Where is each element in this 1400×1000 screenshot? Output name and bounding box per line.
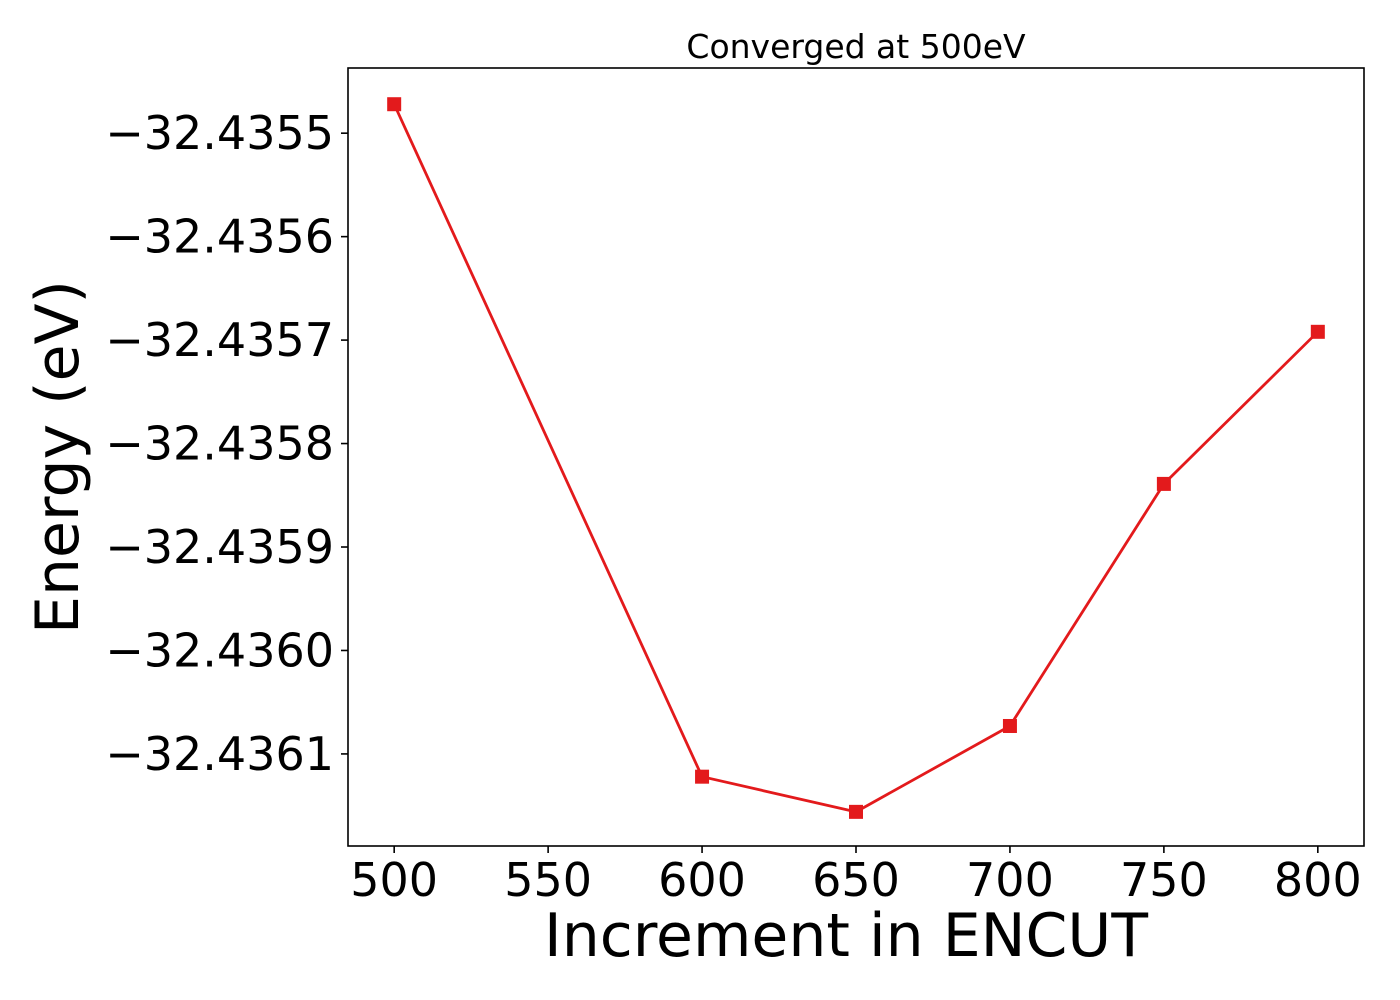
y-tick-label: −32.4360 — [105, 623, 334, 677]
y-axis-ticks: −32.4355 −32.4356 −32.4357 −32.4358 −32.4359… — [105, 106, 348, 781]
series-line — [392, 103, 1319, 814]
y-tick-label: −32.4361 — [105, 727, 334, 781]
data-point-marker — [1156, 476, 1171, 491]
x-tick-label: 800 — [1274, 853, 1362, 907]
x-tick-label: 500 — [350, 853, 438, 907]
data-point-marker — [387, 97, 402, 112]
y-tick-label: −32.4356 — [105, 210, 334, 264]
x-tick-label: 700 — [966, 853, 1054, 907]
x-tick-label: 650 — [812, 853, 900, 907]
y-tick-label: −32.4358 — [105, 417, 334, 471]
y-axis-label: Energy (eV) — [23, 280, 93, 634]
data-point-marker — [1310, 324, 1325, 339]
x-axis-label: Increment in ENCUT — [544, 901, 1148, 971]
data-point-marker — [695, 769, 710, 784]
y-tick-label: −32.4359 — [105, 520, 334, 574]
y-tick-label: −32.4357 — [105, 313, 334, 367]
x-tick-label: 600 — [658, 853, 746, 907]
x-axis-ticks: 500 550 600 650 700 750 800 — [350, 846, 1362, 907]
data-point-marker — [849, 804, 863, 819]
x-tick-label: 550 — [504, 853, 592, 907]
y-tick-label: −32.4355 — [105, 106, 334, 160]
x-tick-label: 750 — [1120, 853, 1208, 907]
plot-area: 500 550 600 650 700 750 800 −32.4355−32.4356−3… — [105, 67, 1365, 907]
series-layer — [387, 97, 1325, 819]
chart-title: Converged at 500eV — [686, 27, 1026, 66]
plot-frame — [347, 67, 1365, 847]
data-point-marker — [1002, 718, 1017, 733]
